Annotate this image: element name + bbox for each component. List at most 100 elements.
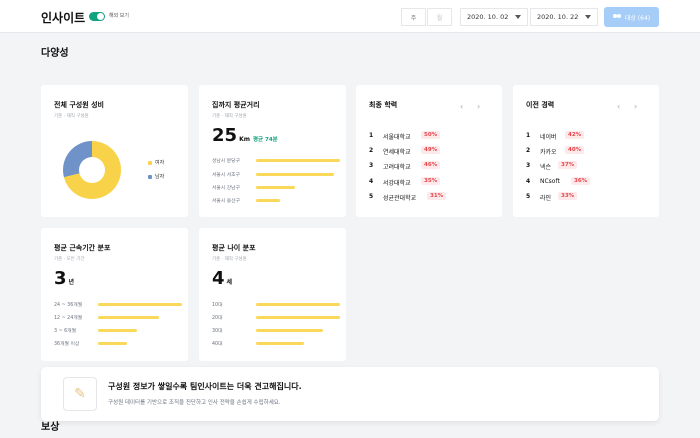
percent-badge: 33% bbox=[558, 192, 578, 200]
legend-swatch bbox=[148, 160, 152, 165]
bar-row: 24 ~ 36개월 bbox=[54, 301, 184, 309]
bar-row: 40대 bbox=[212, 340, 342, 348]
percent-badge: 42% bbox=[565, 131, 585, 139]
commute-distance-card: 집까지 평균거리 기준 · 재직 구성원 25 Km 평균 74분 성남시 분당구 … bbox=[199, 85, 346, 217]
company-name: NCsoft bbox=[540, 178, 560, 185]
bar bbox=[98, 342, 128, 345]
rank-number: 5 bbox=[526, 193, 531, 200]
top-bar: 인사이트 해외 보기 주 월 2020. 10. 02 2020. 10. 22… bbox=[0, 0, 700, 33]
month-button[interactable]: 월 bbox=[427, 8, 452, 26]
banner-title: 구성원 정보가 쌓일수록 팀인사이트는 더욱 견고해집니다. bbox=[108, 382, 302, 391]
percent-badge: 36% bbox=[571, 177, 591, 185]
chevron-right-icon[interactable]: › bbox=[634, 102, 638, 111]
school-name: 서강대학교 bbox=[383, 180, 411, 187]
info-banner: ✎ 구성원 정보가 쌓일수록 팀인사이트는 더욱 견고해집니다. 구성원 데이터… bbox=[41, 367, 659, 421]
card-title: 평균 나이 분포 bbox=[212, 244, 256, 252]
chevron-right-icon[interactable]: › bbox=[477, 102, 481, 111]
legend-male: 남자 bbox=[148, 173, 164, 180]
legend-label: 여자 bbox=[155, 160, 165, 166]
bar-label: 성남시 분당구 bbox=[212, 159, 241, 164]
card-title: 최종 학력 bbox=[369, 101, 398, 109]
school-name: 성균관대학교 bbox=[383, 195, 417, 202]
previous-career-card: 이전 경력 ‹ › 1 네이버 42% 2 카카오 40% 3 넥슨 37% 4 NCsoft… bbox=[513, 85, 659, 217]
overseas-toggle[interactable] bbox=[89, 12, 105, 21]
percent-badge: 46% bbox=[421, 161, 441, 169]
card-subtitle: 기준 · 재직 구성원 bbox=[54, 114, 89, 119]
chevron-down-icon bbox=[515, 15, 521, 19]
bar-row: 12 ~ 24개월 bbox=[54, 314, 184, 322]
flexed-arm-icon: ✎ bbox=[63, 377, 97, 411]
bar-label: 30대 bbox=[212, 329, 223, 334]
unit-label: 세 bbox=[226, 279, 233, 286]
percent-badge: 35% bbox=[421, 177, 441, 185]
bar-row: 서울시 서초구 bbox=[212, 171, 342, 179]
bar bbox=[256, 329, 324, 332]
percent-badge: 37% bbox=[558, 161, 578, 169]
users-icon bbox=[612, 14, 622, 20]
chevron-left-icon[interactable]: ‹ bbox=[617, 102, 621, 111]
company-name: 라인 bbox=[540, 195, 552, 202]
bar-label: 서울시 강남구 bbox=[212, 186, 241, 191]
bar-row: 36개월 이상 bbox=[54, 340, 184, 348]
bar-row: 10대 bbox=[212, 301, 342, 309]
card-title: 이전 경력 bbox=[526, 101, 555, 109]
target-button[interactable]: 대상 (64) bbox=[604, 7, 659, 27]
chevron-down-icon bbox=[585, 15, 591, 19]
big-number: 25 bbox=[212, 125, 238, 146]
company-name: 넥슨 bbox=[540, 164, 552, 171]
chevron-left-icon[interactable]: ‹ bbox=[460, 102, 464, 111]
card-title: 전체 구성원 성비 bbox=[54, 101, 104, 109]
bar-label: 3 ~ 6개월 bbox=[54, 329, 76, 334]
bar-label: 20대 bbox=[212, 316, 223, 321]
bar bbox=[256, 159, 340, 162]
bar bbox=[256, 342, 304, 345]
bar-label: 12 ~ 24개월 bbox=[54, 316, 83, 321]
section-title-diversity: 다양성 bbox=[41, 48, 69, 59]
bar-label: 24 ~ 36개월 bbox=[54, 303, 83, 308]
bar bbox=[256, 303, 340, 306]
bar-row: 서울시 강남구 bbox=[212, 184, 342, 192]
bar bbox=[256, 316, 340, 319]
end-date-picker[interactable]: 2020. 10. 22 bbox=[530, 8, 598, 26]
bar bbox=[256, 173, 335, 176]
percent-badge: 31% bbox=[427, 192, 447, 200]
rank-number: 1 bbox=[369, 132, 374, 139]
company-name: 카카오 bbox=[540, 149, 557, 156]
school-name: 서울대학교 bbox=[383, 134, 411, 141]
rank-number: 4 bbox=[369, 178, 374, 185]
section-title-compensation: 보상 bbox=[41, 422, 60, 433]
rank-number: 5 bbox=[369, 193, 374, 200]
unit-label: 년 bbox=[68, 279, 75, 286]
legend-label: 남자 bbox=[155, 174, 165, 180]
bar-row: 30대 bbox=[212, 327, 342, 335]
percent-badge: 49% bbox=[421, 146, 441, 154]
legend-swatch bbox=[148, 174, 152, 179]
bar-label: 서울시 용산구 bbox=[212, 199, 241, 204]
bar bbox=[256, 199, 280, 202]
rank-number: 4 bbox=[526, 178, 531, 185]
bar-label: 서울시 서초구 bbox=[212, 173, 241, 178]
rank-number: 3 bbox=[369, 162, 374, 169]
bar-label: 36개월 이상 bbox=[54, 342, 80, 347]
start-date-picker[interactable]: 2020. 10. 02 bbox=[460, 8, 528, 26]
bar-label: 40대 bbox=[212, 342, 223, 347]
average-minutes: 평균 74분 bbox=[252, 137, 278, 143]
week-button[interactable]: 주 bbox=[401, 8, 426, 26]
education-card: 최종 학력 ‹ › 1 서울대학교 50% 2 연세대학교 49% 3 고려대학교 46% … bbox=[356, 85, 502, 217]
card-title: 평균 근속기간 분포 bbox=[54, 244, 111, 252]
bar-label: 10대 bbox=[212, 303, 223, 308]
big-number: 4 bbox=[212, 268, 225, 289]
rank-number: 3 bbox=[526, 162, 531, 169]
card-title: 집까지 평균거리 bbox=[212, 101, 260, 109]
bar bbox=[98, 303, 182, 306]
card-subtitle: 기준 · 재직 구성원 bbox=[212, 257, 247, 262]
percent-badge: 40% bbox=[565, 146, 585, 154]
end-date-value: 2020. 10. 22 bbox=[537, 13, 579, 21]
bar bbox=[98, 316, 160, 319]
card-subtitle: 기준 · 모든 기간 bbox=[54, 257, 85, 262]
banner-subtitle: 구성원 데이터를 기반으로 조직을 진단하고 인사 전략을 손쉽게 수립하세요. bbox=[108, 400, 281, 406]
